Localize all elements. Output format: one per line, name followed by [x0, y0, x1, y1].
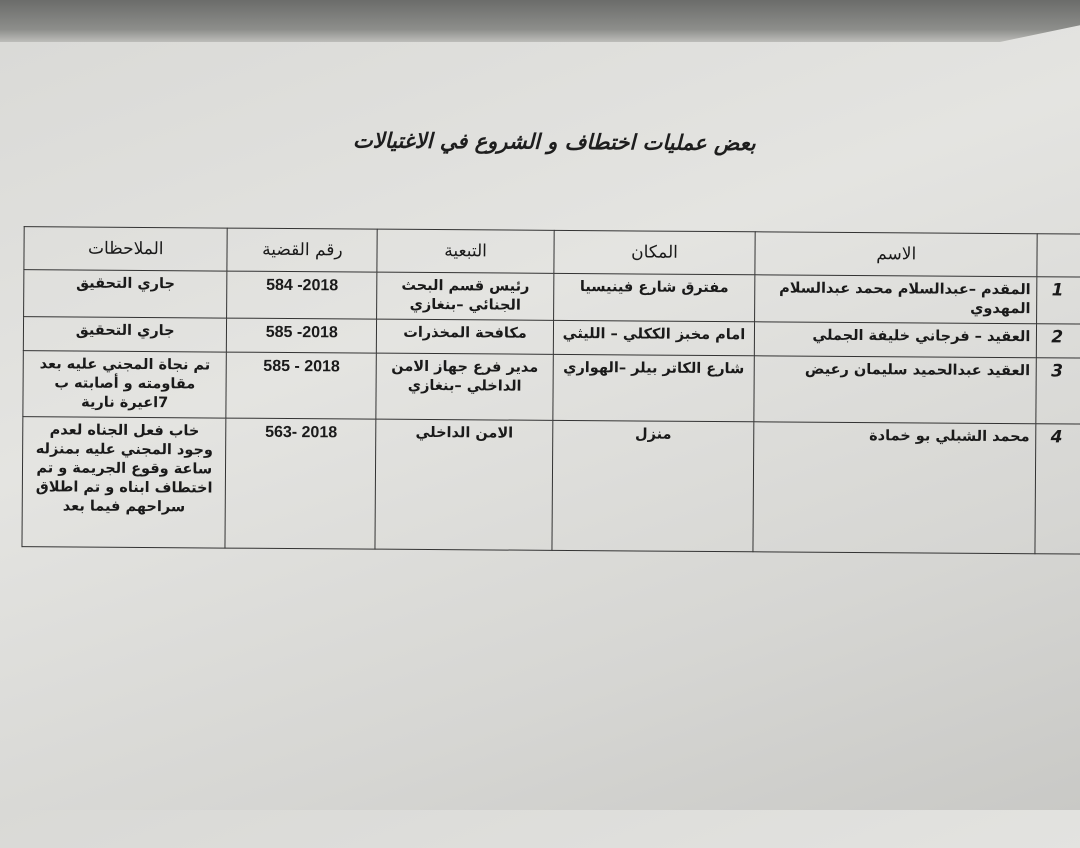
- row-case-number: 585 -2018: [226, 318, 377, 354]
- row-name: المقدم –عبدالسلام محمد عبدالسلام المهدوي: [754, 274, 1038, 324]
- incidents-table: الاسم المكان التبعية رقم القضية الملاحظا…: [21, 226, 1080, 555]
- row-notes: جاري التحقيق: [23, 316, 228, 353]
- table-header-row: الاسم المكان التبعية رقم القضية الملاحظا…: [23, 226, 1080, 278]
- photo-top-edge: [0, 0, 1080, 42]
- header-affiliation: التبعية: [377, 229, 555, 274]
- table-row: 3 العقيد عبدالحميد سليمان رعيض شارع الكا…: [22, 350, 1080, 425]
- header-number: [1037, 233, 1080, 278]
- row-number: 2: [1036, 323, 1080, 359]
- row-number: 3: [1036, 357, 1080, 425]
- row-case-number: 585 - 2018: [226, 352, 377, 420]
- table-row: 4 محمد الشبلي بو خمادة منزل الامن الداخل…: [21, 416, 1080, 555]
- row-affiliation: مدير فرع جهاز الامن الداخلي –بنغازي: [376, 353, 554, 421]
- row-number: 1: [1036, 276, 1080, 325]
- row-affiliation: رئيس قسم البحث الجنائي –بنغازي: [376, 272, 554, 321]
- header-name: الاسم: [754, 231, 1038, 277]
- row-place: منزل: [551, 420, 754, 552]
- row-case-number: 584 -2018: [227, 271, 378, 320]
- document-title: بعض عمليات اختطاف و الشروع في الاغتيالات: [352, 128, 756, 156]
- row-notes: جاري التحقيق: [23, 269, 228, 319]
- header-notes: الملاحظات: [23, 226, 228, 272]
- row-name: العقيد عبدالحميد سليمان رعيض: [753, 355, 1037, 424]
- row-name: العقيد – فرجاني خليفة الجملي: [754, 321, 1037, 358]
- row-name: محمد الشبلي بو خمادة: [753, 421, 1037, 554]
- row-number: 4: [1035, 423, 1080, 555]
- table-row: 1 المقدم –عبدالسلام محمد عبدالسلام المهد…: [23, 269, 1080, 325]
- header-place: المكان: [553, 230, 756, 275]
- row-affiliation: مكافحة المخذرات: [376, 319, 554, 355]
- row-notes: خاب فعل الجناه لعدم وجود المجني عليه بمن…: [21, 416, 227, 549]
- row-place: مفترق شارع فينيسيا: [553, 273, 755, 322]
- row-place: شارع الكاتر بيلر –الهواري: [552, 354, 755, 422]
- row-case-number: 563- 2018: [225, 418, 377, 550]
- row-notes: تم نجاة المجني عليه بعد مقاومته و أصابته…: [22, 350, 227, 419]
- document-page: بعض عمليات اختطاف و الشروع في الاغتيالات…: [0, 40, 1080, 848]
- row-place: امام مخبز الككلي – الليثي: [553, 320, 755, 356]
- header-case-number: رقم القضية: [227, 228, 378, 273]
- row-affiliation: الامن الداخلي: [375, 419, 553, 551]
